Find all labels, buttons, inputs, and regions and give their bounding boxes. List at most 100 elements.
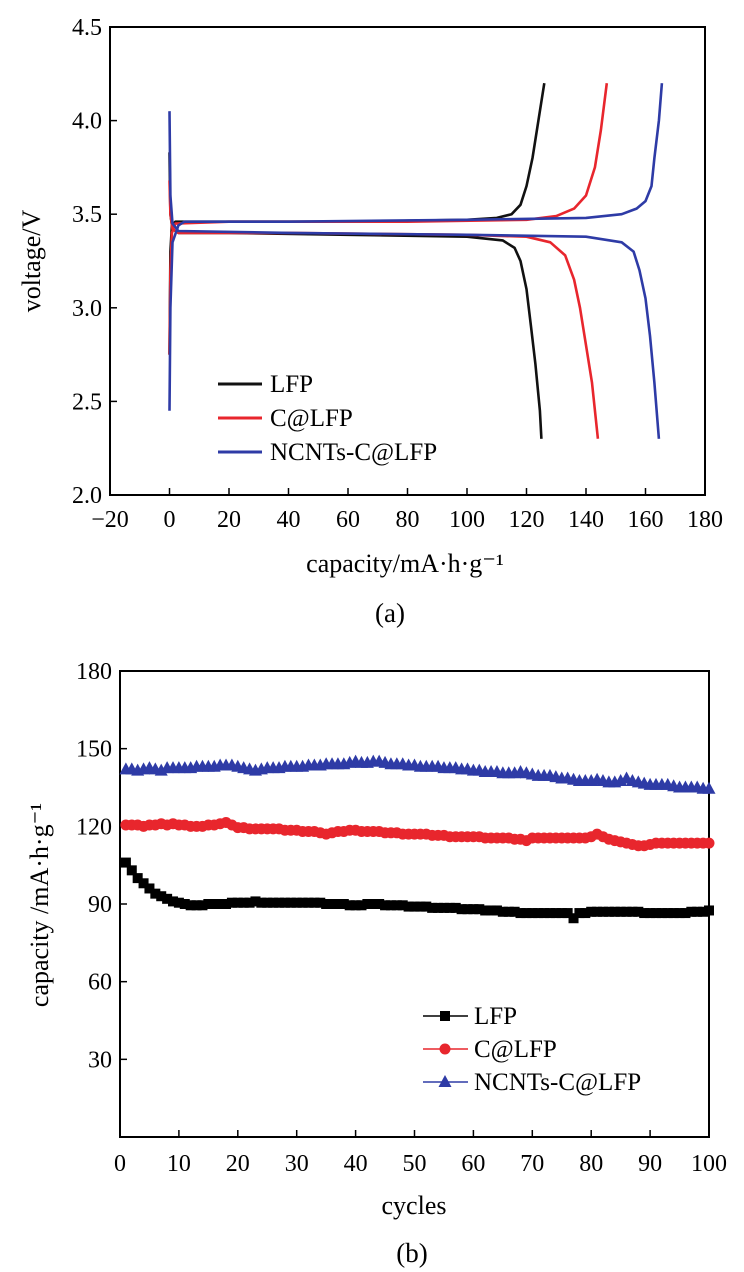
panel-b-series-1-point bbox=[356, 900, 367, 911]
panel-b-legend-marker-3 bbox=[438, 1075, 452, 1087]
panel-a-x-tick-label: 160 bbox=[628, 507, 664, 533]
panel-b-series-1-point bbox=[197, 900, 208, 911]
panel-b-series-1-point bbox=[503, 906, 514, 917]
panel-a-y-tick-label: 4.0 bbox=[72, 109, 102, 135]
panel-b-series-1-point bbox=[562, 908, 573, 919]
panel-b-series-1-point bbox=[568, 913, 579, 924]
panel-b-series-1-point bbox=[692, 906, 703, 917]
panel-b-series-1-point bbox=[621, 906, 632, 917]
panel-b-series-1-point bbox=[509, 906, 520, 917]
panel-b-series-1-point bbox=[321, 899, 332, 909]
panel-b-series-1-point bbox=[226, 897, 237, 908]
panel-a-x-tick-label: 120 bbox=[509, 507, 545, 533]
panel-b-series-1-point bbox=[120, 857, 131, 868]
panel-b-series-1-point bbox=[403, 901, 414, 912]
panel-b-series-1-point bbox=[444, 902, 455, 913]
panel-b-series-1-point bbox=[374, 899, 385, 909]
panel-b-series-1-point bbox=[627, 906, 638, 917]
panel-a-legend-label-1: LFP bbox=[270, 371, 313, 398]
panel-b-series-1-point bbox=[173, 897, 184, 908]
panel-b-series-1-point bbox=[185, 900, 196, 911]
panel-b-x-tick-label: 50 bbox=[403, 1151, 427, 1177]
panel-b-x-tick-label: 100 bbox=[691, 1151, 727, 1177]
panel-b-series-1-point bbox=[332, 899, 343, 909]
panel-b-series-1-point bbox=[350, 900, 361, 911]
panel-b-series-1-point bbox=[221, 899, 232, 909]
panel-b-series-1-point bbox=[162, 893, 173, 904]
panel-b-series bbox=[119, 754, 716, 924]
panel-b-series-1-point bbox=[533, 908, 544, 919]
panel-b-series-1-point bbox=[603, 906, 614, 917]
panel-b-series-1-point bbox=[527, 908, 538, 919]
panel-a-plot-frame bbox=[109, 26, 706, 496]
panel-b-series-1-point bbox=[262, 897, 273, 908]
panel-b-series-1-point bbox=[315, 897, 326, 908]
panel-b-series-1-point bbox=[391, 900, 402, 911]
panel-b-series-1-point bbox=[497, 906, 508, 917]
panel-b-series-1-point bbox=[344, 900, 355, 911]
panel-b-series-1-point bbox=[285, 897, 296, 908]
panel-a-series-2-discharge-curve bbox=[168, 180, 600, 439]
panel-b-series-1-point bbox=[544, 908, 555, 919]
panel-b-series-1-point bbox=[144, 883, 155, 894]
panel-b-series-1-point bbox=[138, 878, 149, 889]
panel-a-series-3-discharge-curve bbox=[168, 111, 661, 439]
panel-b-series-1-point bbox=[297, 897, 308, 908]
panel-a-caption: (a) bbox=[375, 598, 405, 628]
panel-b-series-1-point bbox=[462, 904, 473, 915]
panel-b-series-1-point bbox=[191, 900, 202, 911]
panel-b-series-1-point bbox=[433, 902, 444, 913]
panel-a-x-tick-label: 60 bbox=[336, 507, 360, 533]
panel-b-series-1-point bbox=[385, 900, 396, 911]
panel-b-x-tick-label: 10 bbox=[167, 1151, 191, 1177]
panel-b-series-3-point bbox=[702, 781, 716, 794]
panel-b-series-1-point bbox=[592, 906, 603, 917]
panel-b-x-tick-label: 40 bbox=[344, 1151, 368, 1177]
panel-b-series-1-point bbox=[450, 902, 461, 913]
panel-b-series-1-point bbox=[232, 897, 243, 908]
panel-b-legend: LFP C@LFP NCNTs-C@LFP bbox=[423, 1003, 641, 1096]
panel-b-x-tick-label: 60 bbox=[461, 1151, 485, 1177]
panel-b-series-1-point bbox=[203, 899, 214, 909]
panel-b-series-1-point bbox=[674, 908, 685, 919]
panel-b-series-1-point bbox=[362, 899, 373, 909]
panel-b-series-1-point bbox=[468, 904, 479, 915]
panel-b-x-tick-label: 0 bbox=[114, 1151, 126, 1177]
panel-b-x-tick-label: 80 bbox=[579, 1151, 603, 1177]
panel-b-series-1-point bbox=[150, 888, 161, 899]
panel-b-x-tick-label: 20 bbox=[226, 1151, 250, 1177]
panel-b-series-1-point bbox=[244, 897, 255, 908]
panel-b-series-1-point bbox=[238, 897, 249, 908]
panel-b-series-1-point bbox=[250, 896, 261, 907]
panel-a-x-tick-label: 20 bbox=[217, 507, 241, 533]
panel-b-y-tick-label: 30 bbox=[88, 1047, 112, 1073]
panel-b-series-1-point bbox=[156, 891, 167, 902]
panel-b-series-1-point bbox=[132, 873, 143, 884]
panel-b-series-1-point bbox=[580, 908, 591, 919]
panel-b-series-1-point bbox=[474, 904, 485, 915]
panel-b-series-1-point bbox=[486, 905, 497, 916]
panel-b-series-1-point bbox=[397, 900, 408, 911]
panel-b-x-tick-label: 70 bbox=[520, 1151, 544, 1177]
panel-b-series-1-point bbox=[409, 901, 420, 912]
panel-b-legend-label-3: NCNTs-C@LFP bbox=[474, 1069, 641, 1096]
panel-b-y-tick-label: 120 bbox=[76, 814, 112, 840]
panel-b-caption: (b) bbox=[396, 1238, 427, 1268]
panel-a-x-tick-label: 40 bbox=[277, 507, 301, 533]
panel-b-series-1-point bbox=[327, 899, 338, 909]
panel-b-series-1-point bbox=[650, 908, 661, 919]
panel-b-series-1-point bbox=[303, 897, 314, 908]
panel-a-series-3-charge-curve bbox=[168, 83, 664, 411]
panel-b-series-1-point bbox=[179, 899, 190, 909]
panel-b-series-1-point bbox=[291, 897, 302, 908]
panel-a-legend: LFP C@LFP NCNTs-C@LFP bbox=[218, 371, 437, 466]
panel-b-series-1-point bbox=[380, 900, 391, 911]
panel-a-y-tick-label: 4.5 bbox=[72, 15, 102, 41]
panel-b-series-1-point bbox=[680, 908, 691, 919]
panel-b-series-1-point bbox=[704, 905, 714, 916]
panel-a-y-tick-label: 3.5 bbox=[72, 202, 102, 228]
panel-a-legend-label-3: NCNTs-C@LFP bbox=[270, 439, 437, 466]
panel-b-x-tick-label: 30 bbox=[285, 1151, 309, 1177]
panel-a-x-tick-label: −20 bbox=[91, 507, 129, 533]
